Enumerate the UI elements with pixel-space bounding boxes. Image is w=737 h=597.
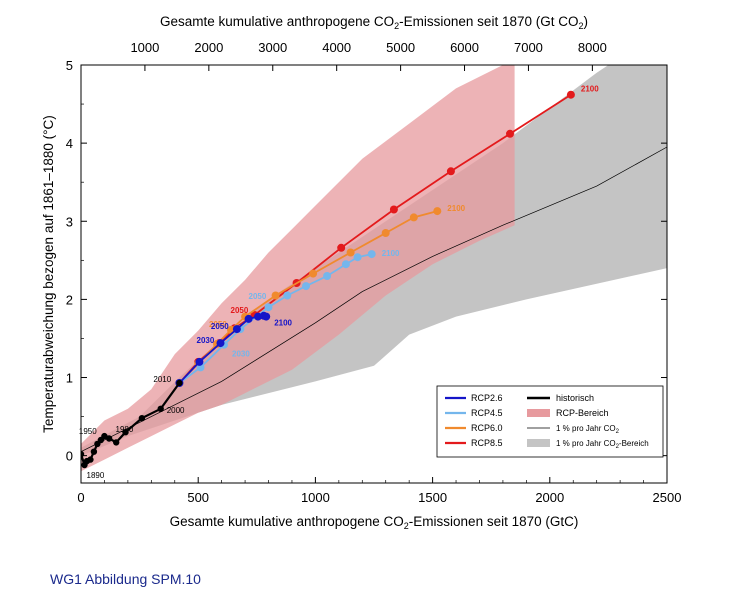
legend: RCP2.6 RCP4.5 RCP6.0 RCP8.5 historisch R… [436,385,664,458]
year-label-historisch-2000: 2000 [167,406,185,415]
year-label-rcp4-5-2050: 2050 [249,292,267,301]
x-tick-label-1500: 1500 [418,490,447,505]
point-rcp4-5-6 [302,282,310,291]
series-line-1-pro-jahr-co2 [81,146,667,453]
x-tick-label-0: 0 [77,490,84,505]
x-tick-label-2000: 2000 [535,490,564,505]
top-axis-title: Gesamte kumulative anthropogene CO2-Emis… [160,14,588,31]
legend-swatch-1pct-bereich [527,439,550,447]
top-tick-label-2000: 2000 [194,40,223,55]
x-tick-label-2500: 2500 [653,490,682,505]
x-tick-label-1000: 1000 [301,490,330,505]
year-label-rcp8-5-2050: 2050 [231,306,249,315]
plot-frame [80,64,668,484]
legend-label-rcp45: RCP4.5 [471,408,503,418]
legend-label-1pct-bereich: 1 % pro Jahr CO2-Bereich [556,439,649,450]
point-rcp2-6-7 [262,312,271,321]
year-label-rcp4-5-2030: 2030 [232,350,250,359]
x-tick-label-500: 500 [187,490,209,505]
x-axis-title: Gesamte kumulative anthropogene CO2-Emis… [170,514,579,531]
point-rcp8-5-8 [446,167,455,176]
top-axis: 1000 2000 3000 4000 5000 6000 7000 8000 [130,40,607,71]
year-label-rcp2-6-2050: 2050 [211,322,229,331]
point-historisch-11 [138,415,146,422]
legend-swatch-rcp-bereich [527,409,550,417]
y-tick-label-4: 4 [66,136,73,151]
year-label-rcp6-0-2100: 2100 [447,204,465,213]
point-rcp6-0-8 [381,229,390,237]
series-layer [81,90,667,469]
point-rcp6-0-7 [346,248,355,257]
point-rcp8-5-10 [566,90,575,99]
band-rcp-bereich [81,65,515,472]
point-rcp6-0-10 [433,207,442,216]
legend-label-rcp26: RCP2.6 [471,393,503,403]
point-historisch-4 [90,448,98,455]
point-rcp8-5-6 [337,243,346,252]
legend-label-1pct: 1 % pro Jahr CO2 [556,424,620,435]
year-label-rcp8-5-2100: 2100 [581,85,599,94]
point-rcp6-0-9 [409,213,418,222]
legend-label-historisch: historisch [556,393,594,403]
point-historisch-12 [157,405,164,412]
top-tick-label-3000: 3000 [258,40,287,55]
point-historisch-9 [113,439,120,446]
bands-layer [81,65,667,472]
year-label-rcp4-5-2100: 2100 [382,249,400,258]
point-rcp4-5-5 [283,291,292,300]
top-tick-label-6000: 6000 [450,40,479,55]
point-historisch-10 [122,429,129,436]
y-tick-label-3: 3 [66,214,73,229]
x-axis: 0 500 1000 1500 2000 2500 [77,477,681,505]
point-historisch-8 [105,435,113,442]
year-label-historisch-1950: 1950 [79,427,97,436]
point-rcp4-5-4 [264,303,273,312]
top-tick-label-7000: 7000 [514,40,543,55]
legend-label-rcp85: RCP8.5 [471,438,503,448]
y-tick-label-5: 5 [66,58,73,73]
top-tick-label-8000: 8000 [578,40,607,55]
point-rcp4-5-10 [367,250,376,259]
point-rcp8-5-9 [506,129,514,138]
point-rcp4-5-8 [341,260,350,269]
year-label-rcp2-6-2030: 2030 [197,336,215,345]
point-rcp2-6-1 [195,357,204,366]
point-rcp6-0-6 [309,269,318,278]
figure-caption: WG1 Abbildung SPM.10 [50,571,201,587]
point-historisch-3 [87,456,94,463]
year-label-historisch-2010: 2010 [153,375,171,384]
year-label-rcp6-0-2050: 2050 [209,320,227,329]
y-tick-label-0: 0 [66,449,73,464]
legend-label-rcp60: RCP6.0 [471,423,503,433]
point-rcp2-6-4 [244,314,253,323]
point-rcp6-0-5 [271,291,280,300]
top-tick-label-5000: 5000 [386,40,415,55]
year-label-rcp2-6-2100: 2100 [274,319,292,328]
top-tick-label-1000: 1000 [130,40,159,55]
year-label-historisch-1980: 1980 [116,425,134,434]
legend-label-rcp-bereich: RCP-Bereich [556,408,609,418]
point-rcp2-6-3 [232,325,241,334]
point-rcp8-5-7 [389,205,398,214]
y-axis-title: Temperaturabweichung bezogen auf 1861–18… [41,115,56,433]
point-rcp2-6-2 [216,339,225,348]
point-rcp4-5-7 [323,272,332,280]
y-tick-label-1: 1 [66,371,73,386]
top-tick-label-4000: 4000 [322,40,351,55]
year-label-historisch-1890: 1890 [87,471,105,480]
y-axis: 0 1 2 3 4 5 [66,58,667,464]
point-rcp4-5-9 [353,253,362,262]
y-tick-label-2: 2 [66,292,73,307]
point-historisch-7 [101,432,108,440]
point-historisch-13 [176,379,183,387]
